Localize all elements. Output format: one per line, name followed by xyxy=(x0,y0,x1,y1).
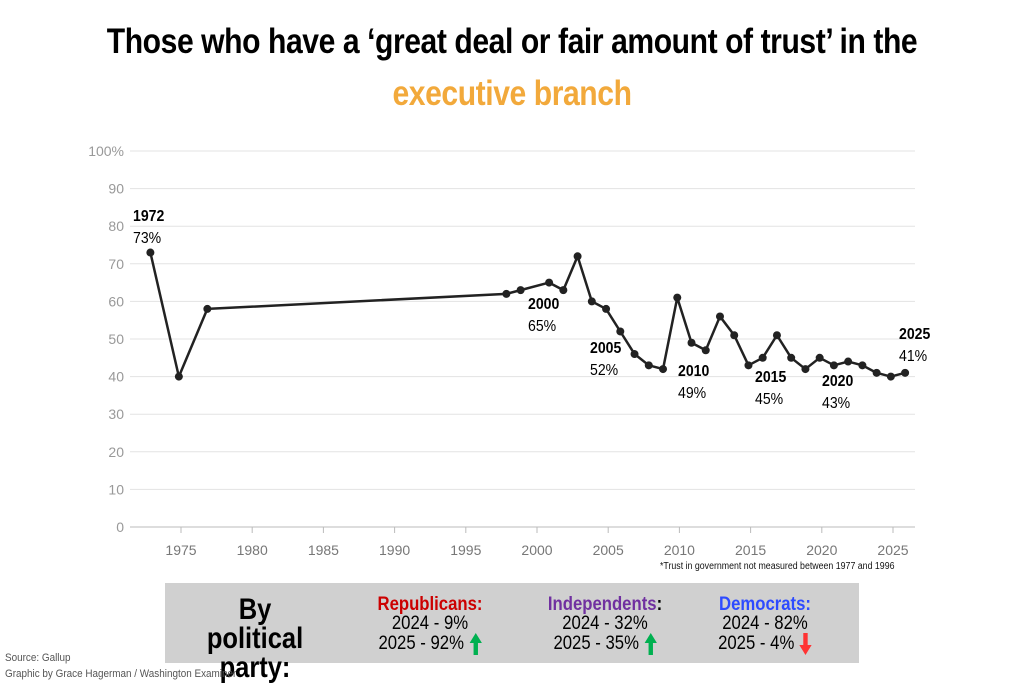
annotation-value: 41% xyxy=(899,347,927,365)
data-point xyxy=(559,286,568,295)
party-2024: 2024 - 9% xyxy=(391,613,469,634)
colon: : xyxy=(656,594,663,615)
annotation-value: 43% xyxy=(822,394,850,412)
arrow-down-icon xyxy=(799,633,812,655)
x-tick-label: 2000 xyxy=(521,542,552,558)
y-tick-label: 70 xyxy=(108,256,124,272)
annotation-value: 52% xyxy=(590,361,618,379)
y-tick-label: 100% xyxy=(88,143,124,159)
annotation-year: 2015 xyxy=(755,368,786,386)
x-tick-label: 1995 xyxy=(450,542,481,558)
x-tick-label: 2015 xyxy=(735,542,766,558)
annotation-value: 45% xyxy=(755,390,783,408)
data-point xyxy=(545,278,554,287)
data-point xyxy=(516,286,525,295)
annotation-year: 2020 xyxy=(822,372,853,390)
party-2025: 2025 - 4% xyxy=(718,633,795,655)
data-point xyxy=(730,331,739,340)
party-independents: Independents: 2024 - 32% 2025 - 35% xyxy=(539,595,671,655)
y-tick-label: 40 xyxy=(108,369,124,385)
data-point xyxy=(630,350,639,359)
party-panel-title: By political party: xyxy=(206,593,304,683)
footnote: *Trust in government not measured betwee… xyxy=(660,561,895,572)
party-2024: 2024 - 82% xyxy=(722,613,808,634)
party-panel: By political party: Republicans: 2024 - … xyxy=(165,583,859,683)
annotation-year: 2010 xyxy=(678,362,709,380)
x-tick-label: 1990 xyxy=(379,542,410,558)
data-point xyxy=(616,327,625,336)
x-tick-label: 1975 xyxy=(165,542,196,558)
party-republicans: Republicans: 2024 - 9% 2025 - 92% xyxy=(364,595,496,655)
y-tick-label: 30 xyxy=(108,406,124,422)
x-tick-label: 1980 xyxy=(237,542,268,558)
data-point xyxy=(673,293,682,302)
data-point xyxy=(715,312,724,321)
annotation-value: 49% xyxy=(678,384,706,402)
y-tick-label: 60 xyxy=(108,293,124,309)
data-point xyxy=(901,368,910,377)
data-point xyxy=(659,365,668,374)
data-point xyxy=(573,252,582,261)
annotation-year: 2005 xyxy=(590,339,621,357)
data-point xyxy=(687,338,696,347)
y-tick-label: 0 xyxy=(116,519,124,535)
annotation-year: 1972 xyxy=(133,207,164,225)
party-democrats: Democrats: 2024 - 82% 2025 - 4% xyxy=(699,595,831,655)
x-tick-label: 2025 xyxy=(877,542,908,558)
data-point xyxy=(587,297,596,306)
annotation-year: 2000 xyxy=(528,295,559,313)
data-point xyxy=(644,361,653,370)
x-tick-label: 1985 xyxy=(308,542,339,558)
data-point xyxy=(146,248,155,257)
data-point xyxy=(602,304,611,313)
data-point xyxy=(758,353,767,362)
party-2025: 2025 - 35% xyxy=(553,633,639,655)
data-point xyxy=(203,304,212,313)
y-tick-label: 80 xyxy=(108,218,124,234)
credit: Graphic by Grace Hagerman / Washington E… xyxy=(5,668,237,680)
x-tick-label: 2005 xyxy=(593,542,624,558)
title-highlight: executive branch xyxy=(392,74,632,113)
annotation-value: 65% xyxy=(528,317,556,335)
party-2024: 2024 - 32% xyxy=(562,613,648,634)
data-point xyxy=(858,361,867,370)
annotation-year: 2025 xyxy=(899,325,930,343)
y-tick-label: 20 xyxy=(108,444,124,460)
party-name: Republicans: xyxy=(377,594,483,615)
data-point xyxy=(701,346,710,355)
data-point xyxy=(174,372,183,381)
x-tick-label: 2020 xyxy=(806,542,837,558)
data-point xyxy=(872,368,881,377)
party-name: Democrats: xyxy=(718,594,811,615)
data-point xyxy=(829,361,838,370)
data-point xyxy=(815,353,824,362)
data-point xyxy=(801,365,810,374)
data-point xyxy=(787,353,796,362)
party-name: Independents xyxy=(547,594,657,615)
data-point xyxy=(886,372,895,381)
y-tick-label: 90 xyxy=(108,181,124,197)
data-point xyxy=(844,357,853,366)
y-tick-label: 50 xyxy=(108,331,124,347)
data-point xyxy=(502,289,511,298)
arrow-up-icon xyxy=(469,633,482,655)
source: Source: Gallup xyxy=(5,652,71,664)
annotation-value: 73% xyxy=(133,229,161,247)
title-line1: Those who have a ‘great deal or fair amo… xyxy=(106,22,918,61)
y-tick-label: 10 xyxy=(108,481,124,497)
x-tick-label: 2010 xyxy=(664,542,695,558)
arrow-up-icon xyxy=(644,633,657,655)
party-2025: 2025 - 92% xyxy=(378,633,464,655)
data-point xyxy=(744,361,753,370)
data-point xyxy=(772,331,781,340)
